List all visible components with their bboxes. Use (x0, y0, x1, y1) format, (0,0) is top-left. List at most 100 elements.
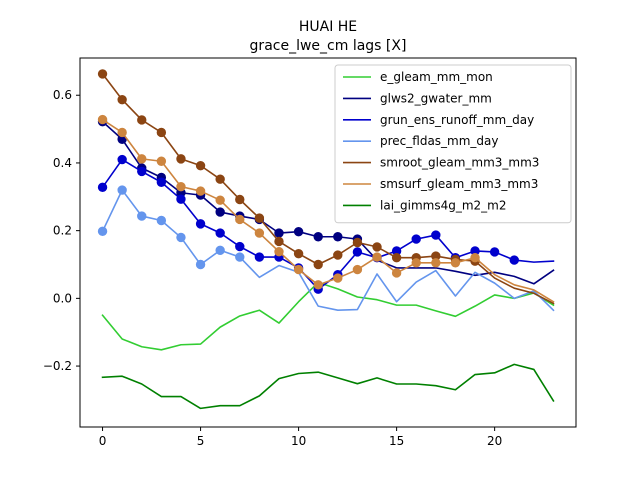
legend-item: smroot_gleam_mm3_mm3 (343, 156, 539, 170)
legend-item: e_gleam_mm_mon (343, 70, 493, 84)
data-point (352, 237, 363, 248)
data-point (372, 252, 382, 262)
data-point (470, 253, 480, 263)
legend-item: glws2_gwater_mm (343, 91, 492, 105)
data-point (274, 228, 284, 238)
y-tick-label: 0.4 (53, 156, 72, 170)
data-point (195, 160, 206, 171)
series-line-e_gleam_mm_mon (101, 281, 555, 351)
data-point (293, 248, 304, 259)
series-smsurf_gleam_mm3_mm3 (97, 114, 555, 303)
legend-item: grun_ens_runoff_mm_day (343, 113, 534, 127)
data-point (333, 232, 343, 242)
data-point (254, 213, 265, 223)
legend-box (334, 64, 572, 224)
data-point (411, 234, 421, 244)
y-tick-label: 0.2 (53, 224, 72, 238)
data-point (97, 226, 108, 237)
data-point (137, 211, 147, 221)
series-prec_fldas_mm_day (97, 185, 555, 312)
data-point (274, 246, 284, 257)
data-point (235, 214, 245, 225)
axes: 0 5 10 15 20 −0.2 0.0 0.2 0.4 0.6 (43, 57, 577, 448)
data-point (215, 245, 225, 255)
data-point (176, 232, 186, 243)
legend-item: smsurf_gleam_mm3_mm3 (343, 177, 538, 191)
data-point (254, 228, 265, 238)
data-point (176, 181, 186, 192)
data-point (97, 114, 108, 125)
data-point (293, 226, 304, 237)
data-point (333, 273, 343, 283)
series-e_gleam_mm_mon (101, 281, 555, 351)
data-point (137, 166, 147, 177)
data-point (137, 115, 147, 125)
data-point (352, 247, 363, 257)
data-point (156, 156, 167, 166)
chart-title: HUAI HE (299, 19, 357, 35)
x-tick-label: 15 (389, 434, 404, 448)
data-point (450, 258, 461, 268)
data-point (117, 127, 127, 138)
data-point (215, 228, 225, 238)
x-tick-label: 20 (487, 434, 502, 448)
x-tick-label: 10 (291, 434, 306, 448)
legend: e_gleam_mm_mon glws2_gwater_mm grun_ens_ru… (334, 64, 572, 224)
plot-area (97, 69, 555, 410)
data-point (195, 186, 206, 196)
data-point (215, 207, 225, 217)
data-point (352, 264, 363, 275)
y-tick-label: 0.0 (53, 291, 72, 305)
data-point (176, 154, 186, 164)
legend-label: grun_ens_runoff_mm_day (380, 113, 534, 127)
legend-label: lai_gimms4g_m2_m2 (380, 198, 507, 212)
legend-label: glws2_gwater_mm (380, 91, 492, 105)
data-point (274, 236, 284, 247)
data-point (431, 230, 441, 240)
data-point (215, 195, 225, 205)
data-point (313, 232, 323, 242)
legend-label: prec_fldas_mm_day (380, 134, 499, 148)
legend-label: smroot_gleam_mm3_mm3 (380, 156, 539, 170)
legend-label: smsurf_gleam_mm3_mm3 (380, 177, 538, 191)
data-point (117, 185, 127, 195)
series-lai_gimms4g_m2_m2 (101, 363, 555, 410)
data-point (156, 215, 167, 226)
data-point (97, 182, 108, 193)
data-point (235, 241, 245, 252)
data-point (195, 219, 206, 229)
data-point (117, 94, 127, 105)
chart-subtitle: grace_lwe_cm lags [X] (250, 38, 407, 54)
data-point (215, 174, 225, 184)
y-tick-label: 0.6 (53, 88, 72, 102)
x-tick-label: 5 (197, 434, 205, 448)
data-point (195, 259, 206, 270)
data-point (333, 250, 343, 260)
axes-frame (79, 57, 577, 428)
data-point (235, 252, 245, 262)
data-point (97, 69, 108, 79)
data-point (411, 258, 421, 268)
data-point (156, 177, 167, 187)
data-point (313, 259, 323, 270)
data-point (176, 194, 186, 204)
data-point (509, 255, 519, 265)
data-point (391, 253, 402, 263)
data-point (372, 242, 382, 252)
data-point (156, 127, 167, 138)
data-point (117, 154, 127, 165)
series-line-lai_gimms4g_m2_m2 (101, 363, 555, 410)
legend-item: prec_fldas_mm_day (343, 134, 499, 148)
data-point (431, 258, 441, 268)
data-point (235, 194, 245, 205)
data-point (391, 268, 402, 278)
legend-label: e_gleam_mm_mon (380, 70, 493, 84)
data-point (137, 154, 147, 164)
data-point (293, 264, 304, 275)
data-point (313, 280, 323, 290)
data-point (489, 247, 500, 257)
legend-item: lai_gimms4g_m2_m2 (343, 198, 507, 212)
x-tick-label: 0 (99, 434, 107, 448)
